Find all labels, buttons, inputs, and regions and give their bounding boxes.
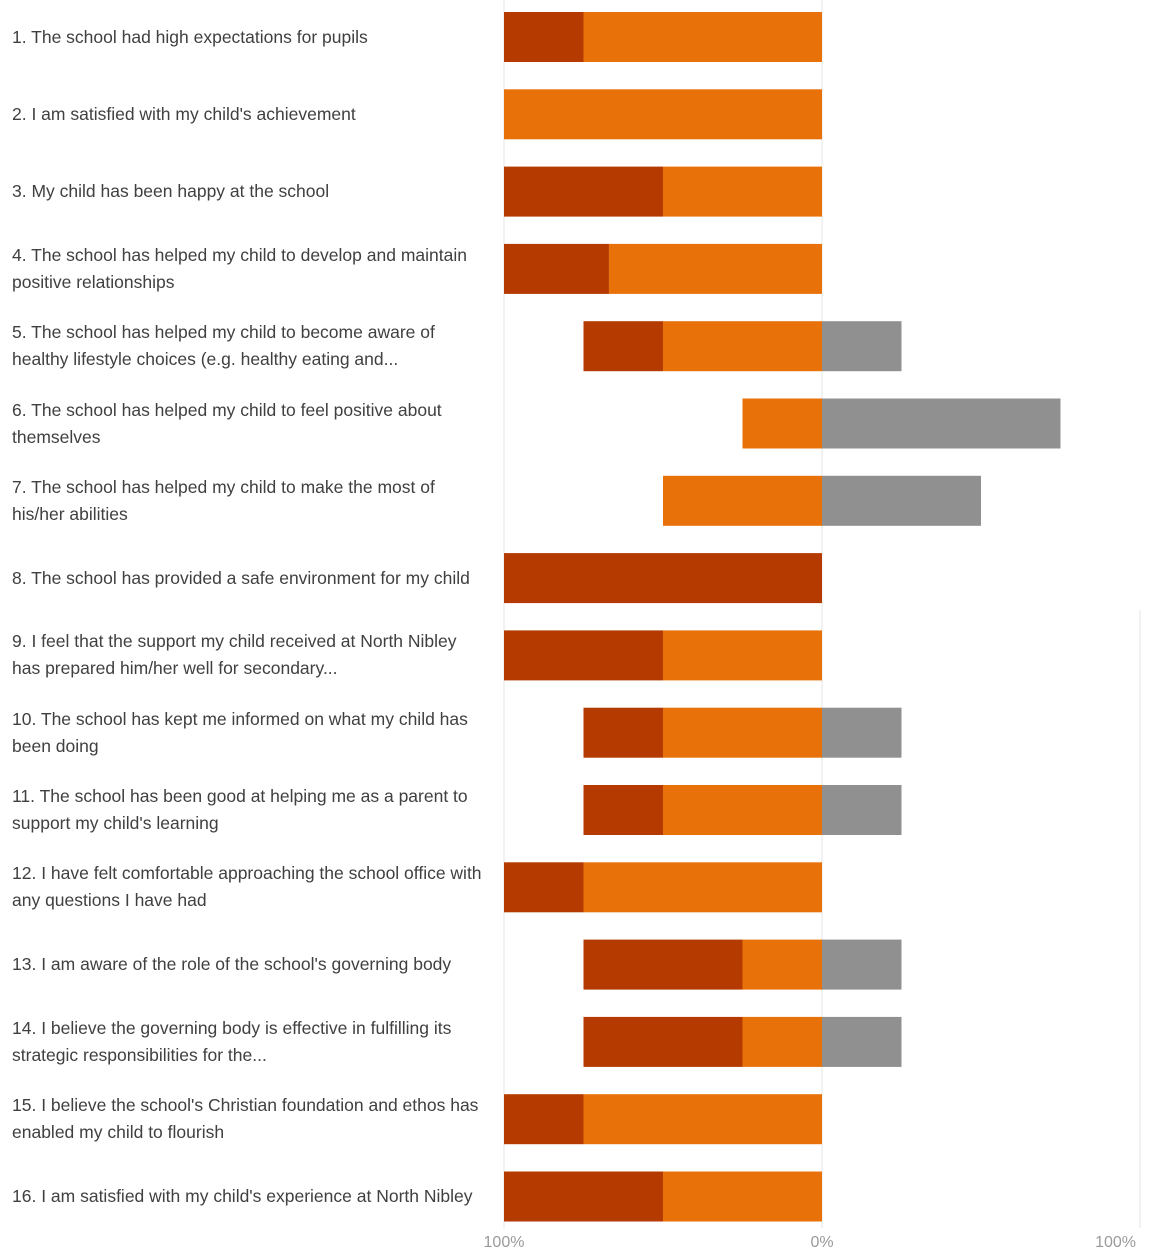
- bar-segment-strongly_agree: [663, 166, 822, 217]
- bar-segment-agree: [583, 785, 663, 835]
- bar-segment-strongly_agree: [583, 1094, 822, 1145]
- bar-segment-strongly_agree: [663, 321, 822, 372]
- bar-segment-strongly_agree: [583, 12, 822, 62]
- category-label: 8. The school has provided a safe enviro…: [12, 551, 482, 605]
- bar-segment-agree: [583, 707, 663, 758]
- category-label: 11. The school has been good at helping …: [12, 783, 482, 837]
- category-label: 4. The school has helped my child to dev…: [12, 242, 482, 296]
- x-axis-ticks: 100% 0% 100%: [484, 1234, 1136, 1250]
- category-label-text: 9. I feel that the support my child rece…: [12, 631, 457, 679]
- bar-segment-agree: [504, 166, 663, 217]
- x-tick-label: 0%: [810, 1234, 833, 1250]
- category-label-text: 10. The school has kept me informed on w…: [12, 708, 468, 756]
- bar-segment-strongly_agree: [663, 785, 822, 835]
- category-label: 7. The school has helped my child to mak…: [12, 474, 482, 528]
- category-label: 10. The school has kept me informed on w…: [12, 706, 482, 760]
- category-label: 2. I am satisfied with my child's achiev…: [12, 87, 482, 141]
- bar-segment-strongly_agree: [583, 862, 822, 913]
- x-tick-label: 100%: [1095, 1234, 1136, 1250]
- category-label-text: 6. The school has helped my child to fee…: [12, 399, 442, 447]
- bar-segment-strongly_agree: [742, 398, 822, 449]
- bar-segment-agree: [583, 939, 743, 990]
- bar-segment-strongly_agree: [504, 89, 822, 140]
- bar-segment-agree: [504, 630, 663, 681]
- bar-segment-agree: [504, 553, 822, 604]
- category-label: 16. I am satisfied with my child's exper…: [12, 1170, 482, 1224]
- bar-segment-strongly_agree: [742, 1016, 822, 1067]
- category-label: 5. The school has helped my child to bec…: [12, 319, 482, 373]
- category-label-text: 15. I believe the school's Christian fou…: [12, 1095, 479, 1143]
- bar-segment-agree: [583, 1016, 743, 1067]
- category-label: 9. I feel that the support my child rece…: [12, 628, 482, 682]
- category-label: 6. The school has helped my child to fee…: [12, 397, 482, 451]
- x-tick-label: 100%: [484, 1234, 525, 1250]
- bar-segment-other: [822, 475, 981, 526]
- bar-segment-agree: [583, 321, 663, 372]
- bar-segment-strongly_agree: [663, 707, 822, 758]
- bar-segment-other: [822, 321, 902, 372]
- category-label-text: 11. The school has been good at helping …: [12, 786, 468, 833]
- bars: [504, 12, 1061, 1222]
- bar-segment-other: [822, 707, 902, 758]
- category-label-text: 14. I believe the governing body is effe…: [12, 1017, 452, 1065]
- category-label: 15. I believe the school's Christian fou…: [12, 1092, 482, 1146]
- category-label: 1. The school had high expectations for …: [12, 10, 482, 64]
- category-label-text: 12. I have felt comfortable approaching …: [12, 863, 482, 911]
- category-label-text: 8. The school has provided a safe enviro…: [12, 567, 470, 588]
- bar-segment-agree: [504, 862, 584, 913]
- bar-segment-other: [822, 939, 902, 990]
- category-label-text: 7. The school has helped my child to mak…: [12, 476, 435, 524]
- category-label-text: 16. I am satisfied with my child's exper…: [12, 1186, 473, 1206]
- category-label-text: 3. My child has been happy at the school: [12, 181, 330, 202]
- bar-segment-strongly_agree: [608, 243, 822, 294]
- category-label: 12. I have felt comfortable approaching …: [12, 860, 482, 914]
- bar-segment-strongly_agree: [663, 475, 822, 526]
- bar-segment-agree: [504, 243, 609, 294]
- bar-segment-agree: [504, 1094, 584, 1145]
- category-label-text: 13. I am aware of the role of the school…: [12, 954, 452, 975]
- bar-segment-strongly_agree: [663, 1171, 822, 1222]
- bar-segment-strongly_agree: [663, 630, 822, 681]
- bar-segment-other: [822, 785, 902, 835]
- bar-segment-other: [822, 398, 1061, 449]
- bar-segment-agree: [504, 1171, 663, 1222]
- category-label-text: 1. The school had high expectations for …: [12, 26, 368, 47]
- category-label: 14. I believe the governing body is effe…: [12, 1015, 482, 1069]
- category-label: 3. My child has been happy at the school: [12, 165, 482, 219]
- bar-segment-agree: [504, 12, 584, 62]
- category-label-text: 4. The school has helped my child to dev…: [12, 244, 467, 292]
- category-label-text: 5. The school has helped my child to bec…: [12, 322, 435, 370]
- category-label: 13. I am aware of the role of the school…: [12, 938, 482, 992]
- bar-segment-other: [822, 1016, 902, 1067]
- category-label-text: 2. I am satisfied with my child's achiev…: [12, 103, 356, 124]
- bar-segment-strongly_agree: [742, 939, 822, 990]
